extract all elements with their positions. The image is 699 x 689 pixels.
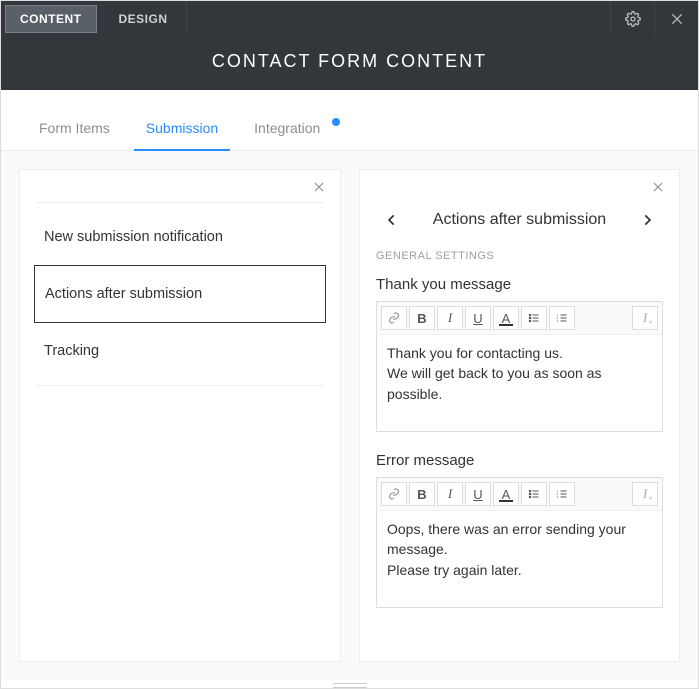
numbered-list-icon: 123 [556,312,568,324]
bullet-list-icon [528,488,540,500]
chevron-right-icon [640,213,654,227]
section-label: GENERAL SETTINGS [376,250,663,262]
editor-thank-you: B I U A 123 I× [376,301,663,432]
topbar-tab-design[interactable]: DESIGN [101,1,187,37]
left-item-actions-after-submission[interactable]: Actions after submission [34,265,326,323]
text-color-button[interactable]: A [493,482,519,506]
field-label-error: Error message [376,452,663,469]
detail-heading: Actions after submission [404,210,635,230]
toolbar: B I U A 123 I× [377,478,662,511]
resize-handle[interactable] [1,682,698,688]
numbered-list-icon: 123 [556,488,568,500]
next-button[interactable] [635,208,659,232]
clear-format-button[interactable]: I× [632,482,658,506]
numbered-list-button[interactable]: 123 [549,482,575,506]
error-textarea[interactable]: Oops, there was an error sending your me… [377,511,662,607]
text-color-button[interactable]: A [493,306,519,330]
detail-nav: Actions after submission [376,202,663,242]
link-button[interactable] [381,482,407,506]
italic-button[interactable]: I [437,306,463,330]
close-window-button[interactable] [654,1,698,37]
link-button[interactable] [381,306,407,330]
field-label-thank-you: Thank you message [376,276,663,293]
clear-format-icon: I× [643,310,647,326]
bold-button[interactable]: B [409,306,435,330]
prev-button[interactable] [380,208,404,232]
subtabs: Form Items Submission Integration [1,90,698,151]
numbered-list-button[interactable]: 123 [549,306,575,330]
clear-format-button[interactable]: I× [632,306,658,330]
tab-integration[interactable]: Integration [236,106,338,150]
right-panel: Actions after submission GENERAL SETTING… [359,169,680,662]
bullet-list-icon [528,312,540,324]
svg-text:3: 3 [557,495,559,499]
gear-icon [625,11,641,27]
link-icon [388,312,400,324]
left-panel-close-button[interactable] [312,180,328,196]
settings-button[interactable] [610,1,654,37]
left-list: New submission notification Actions afte… [20,202,340,386]
toolbar: B I U A 123 I× [377,302,662,335]
link-icon [388,488,400,500]
divider [36,385,324,386]
topbar-spacer [187,1,610,37]
tab-submission[interactable]: Submission [128,106,236,150]
bullet-list-button[interactable] [521,482,547,506]
underline-button[interactable]: U [465,306,491,330]
right-panel-close-button[interactable] [651,180,667,196]
left-panel: New submission notification Actions afte… [19,169,341,662]
left-item-tracking[interactable]: Tracking [34,323,326,379]
editor-error: B I U A 123 I× [376,477,663,608]
topbar: CONTENT DESIGN [1,1,698,37]
left-item-new-submission-notification[interactable]: New submission notification [34,209,326,265]
body: New submission notification Actions afte… [1,151,698,680]
thank-you-textarea[interactable]: Thank you for contacting us. We will get… [377,335,662,431]
topbar-tab-content[interactable]: CONTENT [5,5,97,33]
bold-button[interactable]: B [409,482,435,506]
svg-text:3: 3 [557,319,559,323]
badge-dot-icon [332,118,340,126]
tab-integration-label: Integration [254,120,320,136]
tab-form-items[interactable]: Form Items [21,106,128,150]
chevron-left-icon [385,213,399,227]
italic-button[interactable]: I [437,482,463,506]
close-icon [669,11,685,27]
editor-window: CONTENT DESIGN CONTACT FORM CONTENT Form… [0,0,699,689]
page-title: CONTACT FORM CONTENT [1,37,698,90]
bullet-list-button[interactable] [521,306,547,330]
underline-button[interactable]: U [465,482,491,506]
right-body: Actions after submission GENERAL SETTING… [360,202,679,661]
close-icon [651,180,665,194]
close-icon [312,180,326,194]
clear-format-icon: I× [643,486,647,502]
divider [36,202,324,203]
